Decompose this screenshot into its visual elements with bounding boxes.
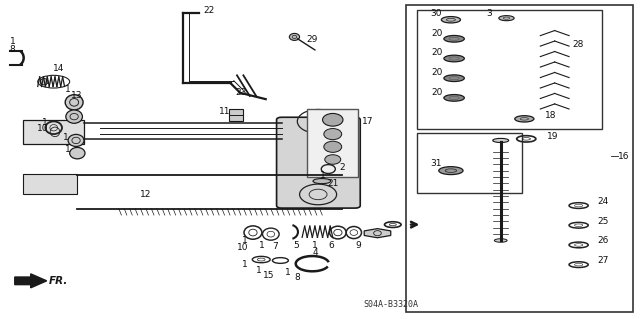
Ellipse shape bbox=[444, 75, 465, 82]
Text: 8: 8 bbox=[294, 273, 300, 282]
Text: 1: 1 bbox=[320, 171, 326, 180]
Text: 3: 3 bbox=[486, 9, 492, 18]
Text: 2: 2 bbox=[340, 163, 346, 172]
Text: 1: 1 bbox=[65, 145, 70, 154]
Ellipse shape bbox=[68, 134, 84, 146]
Text: 20: 20 bbox=[431, 88, 442, 97]
Ellipse shape bbox=[65, 95, 83, 110]
Text: 28: 28 bbox=[572, 40, 584, 49]
FancyBboxPatch shape bbox=[307, 109, 358, 177]
Text: 1: 1 bbox=[285, 268, 291, 277]
Text: 20: 20 bbox=[431, 29, 442, 38]
Text: 1: 1 bbox=[312, 241, 318, 250]
Ellipse shape bbox=[40, 78, 48, 85]
Ellipse shape bbox=[70, 147, 85, 159]
Ellipse shape bbox=[494, 239, 507, 242]
Text: 1: 1 bbox=[65, 85, 70, 94]
Text: 13: 13 bbox=[71, 92, 83, 100]
Text: 1: 1 bbox=[256, 265, 262, 275]
Polygon shape bbox=[364, 229, 391, 238]
Text: 10: 10 bbox=[37, 124, 49, 133]
Ellipse shape bbox=[442, 17, 461, 23]
FancyBboxPatch shape bbox=[229, 109, 243, 122]
Text: 18: 18 bbox=[545, 111, 556, 120]
Ellipse shape bbox=[324, 155, 340, 164]
Ellipse shape bbox=[439, 167, 463, 174]
Text: 17: 17 bbox=[362, 117, 373, 126]
Text: 24: 24 bbox=[597, 197, 609, 206]
FancyBboxPatch shape bbox=[23, 174, 77, 195]
Ellipse shape bbox=[289, 33, 300, 41]
Text: 21: 21 bbox=[328, 179, 339, 188]
Text: 7: 7 bbox=[272, 242, 278, 251]
Ellipse shape bbox=[323, 114, 343, 126]
Ellipse shape bbox=[324, 141, 342, 152]
Text: 5: 5 bbox=[293, 241, 299, 250]
FancyBboxPatch shape bbox=[23, 120, 84, 144]
Text: 20: 20 bbox=[431, 48, 442, 57]
Text: 10: 10 bbox=[237, 243, 248, 252]
Text: 1: 1 bbox=[242, 260, 248, 270]
Ellipse shape bbox=[66, 110, 83, 123]
Text: 11: 11 bbox=[219, 108, 230, 116]
Text: 9: 9 bbox=[355, 241, 361, 250]
Text: 27: 27 bbox=[597, 256, 609, 265]
Ellipse shape bbox=[313, 179, 331, 184]
Text: 8: 8 bbox=[10, 45, 15, 55]
Ellipse shape bbox=[499, 16, 514, 21]
Text: FR.: FR. bbox=[49, 276, 68, 286]
Ellipse shape bbox=[515, 116, 534, 122]
FancyBboxPatch shape bbox=[276, 117, 360, 208]
Ellipse shape bbox=[444, 55, 465, 62]
Text: 30: 30 bbox=[430, 9, 442, 18]
Polygon shape bbox=[15, 274, 47, 288]
Text: 1: 1 bbox=[242, 236, 248, 245]
Ellipse shape bbox=[493, 138, 509, 143]
Ellipse shape bbox=[444, 94, 465, 101]
Text: 26: 26 bbox=[597, 236, 609, 245]
Text: 1: 1 bbox=[42, 117, 48, 127]
Text: 19: 19 bbox=[547, 132, 558, 141]
Text: 23: 23 bbox=[236, 88, 247, 97]
Text: 4: 4 bbox=[312, 248, 318, 257]
Text: 29: 29 bbox=[306, 35, 317, 44]
Ellipse shape bbox=[444, 35, 465, 42]
Text: 25: 25 bbox=[597, 217, 609, 226]
Text: 6: 6 bbox=[328, 241, 334, 250]
Text: 22: 22 bbox=[204, 6, 215, 15]
Text: S04A-B3320A: S04A-B3320A bbox=[364, 300, 419, 309]
Text: 14: 14 bbox=[53, 64, 65, 73]
Text: 20: 20 bbox=[431, 68, 442, 77]
Text: 1: 1 bbox=[10, 38, 15, 47]
Text: 1: 1 bbox=[259, 241, 264, 250]
Text: 12: 12 bbox=[140, 190, 151, 199]
Text: 31: 31 bbox=[430, 159, 442, 168]
Ellipse shape bbox=[324, 129, 342, 140]
Text: 15: 15 bbox=[262, 271, 274, 280]
Text: 16: 16 bbox=[618, 152, 630, 161]
Text: 1: 1 bbox=[63, 133, 69, 142]
